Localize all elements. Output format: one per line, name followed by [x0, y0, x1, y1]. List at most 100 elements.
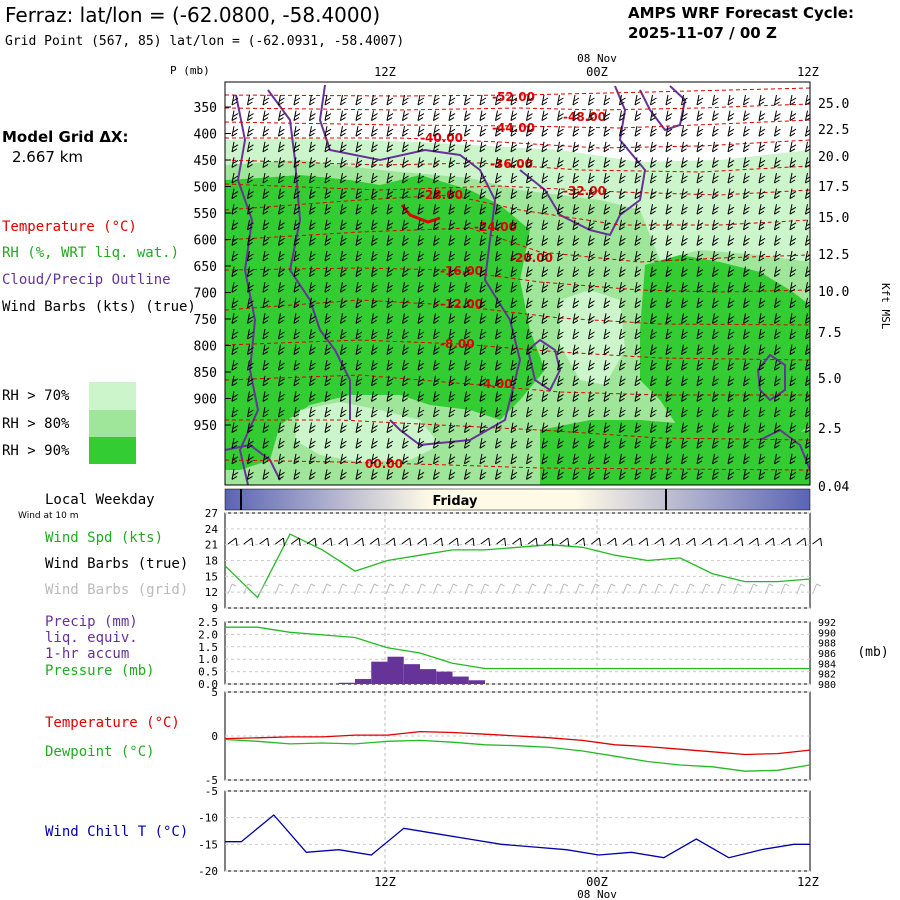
wind-barb: [355, 157, 363, 168]
wind-barb: [309, 391, 316, 402]
wind-barb: [603, 219, 611, 231]
wind-barb: [665, 391, 673, 402]
wind-barb: [355, 282, 363, 293]
wind-barb: [727, 328, 735, 340]
wind-barb: [309, 313, 316, 324]
wind-barb: [526, 453, 533, 465]
wind-barb: [340, 204, 347, 215]
pressure-tick-label: 986: [818, 649, 836, 660]
wind-barb: [774, 282, 781, 293]
wind-barb: [355, 313, 363, 324]
wind-barb: [340, 328, 347, 340]
wind-barb: [696, 141, 704, 153]
wind-barb: [603, 469, 611, 480]
wind-barb: [355, 235, 363, 246]
wind-barb: [247, 406, 254, 418]
wind-barb: [588, 110, 595, 122]
precip-bar: [387, 656, 404, 684]
wind-barb: [417, 219, 425, 231]
wind-barb: [247, 344, 254, 356]
wind-barb: [603, 188, 611, 200]
wind-barb: [696, 406, 704, 418]
wind-barb: [371, 188, 378, 200]
wind-barb: [619, 110, 626, 122]
wind-barb: [402, 172, 409, 184]
wind-barb: [247, 172, 254, 184]
wind-barb: [727, 126, 735, 137]
wind-barb: [262, 328, 270, 340]
wind-barb: [262, 297, 270, 309]
wind-barb: [681, 328, 688, 340]
legend-temperature: Temperature (°C): [2, 219, 137, 235]
wind-barb: [448, 360, 456, 371]
wind-barb: [340, 157, 347, 168]
wind-barb: [572, 157, 580, 168]
wind-barb: [634, 422, 642, 434]
wind-barb-true: [575, 537, 586, 547]
wind-barb: [278, 282, 285, 293]
wind-barb: [371, 172, 378, 184]
temp-contour-label: -28.00: [420, 188, 463, 202]
wind-barb: [340, 141, 347, 153]
wind-barb: [402, 328, 409, 340]
temp-contour-label: -40.00: [420, 131, 463, 145]
wind-barb: [541, 126, 549, 137]
wind-barb: [278, 266, 285, 278]
wind-barb: [634, 469, 642, 480]
wind-barb: [541, 266, 549, 278]
wind-barb: [293, 126, 301, 137]
wind-barb: [433, 406, 440, 418]
wind-barb: [665, 313, 673, 324]
warm-pocket-arrow: [400, 204, 441, 224]
wind-barb: [324, 94, 332, 106]
wind-barb-true: [796, 537, 807, 547]
wind-barb: [479, 391, 487, 402]
wind-barb: [293, 422, 301, 434]
wind-barb: [789, 328, 797, 340]
wind-barb: [510, 250, 518, 262]
wind-barb: [712, 297, 719, 309]
wind-barb: [324, 266, 332, 278]
wind-barb: [417, 438, 425, 449]
wind-barb: [402, 250, 409, 262]
wind-barb: [758, 188, 766, 200]
rh-key-80: RH > 80%: [2, 416, 70, 432]
wind-barb: [634, 250, 642, 262]
wind-barb: [247, 188, 254, 200]
wind-barb: [588, 328, 595, 340]
wind-barb: [262, 266, 270, 278]
pressure-tick-label: 900: [194, 393, 217, 408]
wind-barb: [324, 469, 332, 480]
temperature-label: Temperature (°C): [45, 715, 180, 731]
wind-barb: [526, 188, 533, 200]
wind-barb-true: [654, 537, 665, 547]
wind-barb: [247, 391, 254, 402]
wind-barb: [619, 328, 626, 340]
wind-barb: [526, 375, 533, 387]
wind-barb: [758, 328, 766, 340]
wind-barb: [541, 172, 549, 184]
wind-barb: [495, 94, 502, 106]
wind-barb: [371, 141, 378, 153]
wind-barb: [324, 157, 332, 168]
height-tick-label: 20.0: [818, 150, 849, 165]
wind-barb: [293, 375, 301, 387]
forecast-cycle-label: AMPS WRF Forecast Cycle:: [628, 4, 854, 22]
wind-barb: [789, 375, 797, 387]
wind-barb: [696, 360, 704, 371]
wind-barb: [588, 438, 595, 449]
wind-barb: [557, 282, 564, 293]
wind-barb: [247, 219, 254, 231]
wind-barb: [309, 422, 316, 434]
wind-barb: [743, 469, 750, 480]
wind-barb: [557, 469, 564, 480]
wind-barb: [464, 391, 471, 402]
wind-barb: [247, 360, 254, 371]
wind-barb: [402, 422, 409, 434]
wind-barb: [340, 266, 347, 278]
wind-barb: [634, 110, 642, 122]
wind-barb: [464, 250, 471, 262]
wind-barb: [696, 204, 704, 215]
wind-barb: [650, 157, 657, 168]
wind-barb: [433, 188, 440, 200]
